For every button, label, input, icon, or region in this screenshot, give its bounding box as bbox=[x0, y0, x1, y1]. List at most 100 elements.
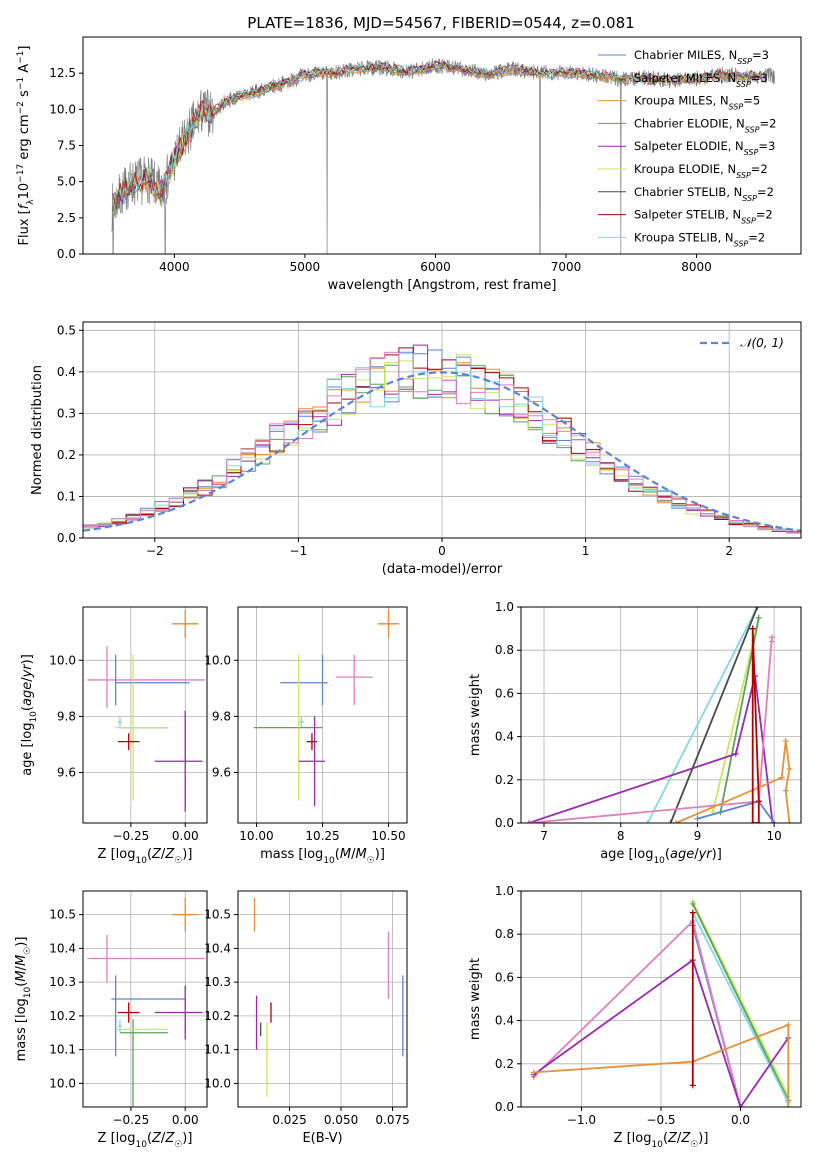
weight-point-marker bbox=[732, 750, 739, 757]
label-part: / bbox=[161, 1131, 166, 1146]
weight-point-marker bbox=[782, 737, 789, 744]
label-part: SSP bbox=[745, 125, 760, 134]
model-spectrum-line bbox=[112, 60, 763, 206]
label-part: M bbox=[14, 970, 29, 981]
y-tick-label: 0.2 bbox=[495, 1057, 514, 1071]
y-tick-label: 0.2 bbox=[495, 773, 514, 787]
weight-point-marker bbox=[754, 607, 761, 610]
error-bar-point bbox=[172, 609, 199, 638]
weight-point-marker bbox=[782, 787, 789, 794]
label-part: 10 bbox=[653, 856, 665, 866]
weight-series-line bbox=[691, 901, 790, 1097]
x-tick-label: 0.025 bbox=[272, 1113, 306, 1127]
label-part: yr bbox=[20, 663, 35, 679]
y-tick-label: 2.5 bbox=[57, 211, 76, 225]
label-part: )] bbox=[20, 654, 35, 664]
spectrum-panel: 4000 5000 6000 7000 8000 0.0 2.5 5.0 7.5 10.0 12.5… bbox=[16, 36, 802, 293]
label-part: Z bbox=[164, 1131, 175, 1146]
label-part: =3 bbox=[758, 139, 775, 153]
x-axis-label: E(B-V) bbox=[302, 1131, 342, 1146]
label-part: mass [ bbox=[260, 847, 303, 862]
label-part: )] bbox=[375, 847, 385, 862]
y-tick-label: 0.3 bbox=[57, 406, 76, 420]
x-tick-label: 9 bbox=[694, 829, 702, 843]
x-tick-label: 0.050 bbox=[324, 1113, 358, 1127]
grid bbox=[238, 891, 407, 1107]
weight-point-marker bbox=[672, 820, 679, 823]
legend-label: Chabrier ELODIE, NSSP=2 bbox=[634, 116, 776, 133]
label-part: log bbox=[20, 723, 35, 743]
label-part: SSP bbox=[729, 102, 744, 111]
label-part: Chabrier ELODIE, N bbox=[634, 116, 745, 130]
y-tick-label: 10.5 bbox=[49, 908, 76, 922]
y-tick-label: 9.6 bbox=[57, 766, 76, 780]
x-axis-label: Z [log10(Z/Z☉)] bbox=[98, 1131, 193, 1150]
model-spectrum-line bbox=[112, 60, 763, 206]
weight-point-marker bbox=[737, 1104, 744, 1107]
y-tick-label: 0.1 bbox=[57, 489, 76, 503]
weight-point-marker bbox=[689, 900, 696, 907]
x-tick-label: 5000 bbox=[290, 260, 321, 274]
plot-area bbox=[83, 344, 801, 538]
label-part: SSP bbox=[734, 239, 749, 248]
residual-histogram-step bbox=[83, 351, 801, 538]
label-part: Z bbox=[151, 847, 162, 862]
x-tick-label: 0.075 bbox=[375, 1113, 409, 1127]
weight-point-marker bbox=[768, 638, 775, 645]
label-part: / bbox=[694, 847, 699, 862]
label-part: Chabrier MILES, N bbox=[634, 48, 737, 62]
label-part: 10 bbox=[651, 1140, 663, 1150]
label-part: log bbox=[14, 998, 29, 1018]
y-tick-label: 5.0 bbox=[57, 175, 76, 189]
y-axis-label: age [log10(age/yr)] bbox=[20, 654, 39, 776]
weight-point-marker bbox=[530, 1069, 537, 1076]
label-part: ( bbox=[147, 1131, 152, 1146]
axes-frame bbox=[520, 606, 802, 824]
x-tick-label: 2 bbox=[725, 544, 733, 558]
label-part: ( bbox=[20, 706, 35, 711]
weight-point-marker bbox=[771, 820, 778, 823]
weight-point-marker bbox=[525, 820, 532, 823]
legend-label: Salpeter ELODIE, NSSP=3 bbox=[634, 139, 775, 157]
label-part: =3 bbox=[751, 71, 768, 85]
error-bar-point bbox=[117, 733, 140, 751]
y-tick-label: 1.0 bbox=[495, 884, 514, 898]
weight-point-marker bbox=[689, 909, 696, 916]
x-tick-label: 4000 bbox=[159, 260, 190, 274]
legend-label: Chabrier MILES, NSSP=3 bbox=[634, 48, 769, 66]
label-part: ( bbox=[663, 1131, 668, 1146]
label-part: ( bbox=[14, 982, 29, 987]
legend-label: Salpeter STELIB, NSSP=2 bbox=[634, 208, 773, 226]
label-part: Salpeter STELIB, N bbox=[634, 208, 741, 222]
label-part: Kroupa STELIB, N bbox=[634, 230, 734, 244]
weight-series-line bbox=[533, 958, 790, 1107]
label-part: Salpeter MILES, N bbox=[634, 71, 736, 85]
label-part: λ bbox=[26, 199, 36, 205]
label-part: =2 bbox=[751, 162, 768, 176]
y-tick-label: 10.3 bbox=[204, 975, 231, 989]
legend-label: Chabrier STELIB, NSSP=2 bbox=[634, 185, 774, 203]
error-bar-point bbox=[117, 1002, 140, 1023]
x-tick-label: −2 bbox=[146, 544, 164, 558]
label-part: ] bbox=[17, 46, 32, 51]
label-part: )] bbox=[712, 847, 722, 862]
legend-label: Kroupa ELODIE, NSSP=2 bbox=[634, 162, 768, 180]
legend-label: Kroupa MILES, NSSP=5 bbox=[634, 94, 760, 112]
legend-label: Kroupa STELIB, NSSP=2 bbox=[634, 230, 765, 248]
x-tick-label: 10.50 bbox=[371, 829, 405, 843]
label-part: M bbox=[355, 847, 366, 862]
weight-series-line bbox=[533, 1023, 790, 1107]
weight-vs-metallicity-panel: −1.0 −0.5 0.00.00.20.40.60.81.0Z [log10(Z/… bbox=[468, 884, 802, 1150]
plot-area bbox=[253, 897, 404, 1097]
x-tick-label: −0.25 bbox=[112, 1113, 149, 1127]
y-tick-label: 0.6 bbox=[495, 970, 514, 984]
label-part: log bbox=[116, 847, 136, 862]
axes-frame bbox=[82, 606, 208, 824]
label-part: erg cm bbox=[17, 114, 32, 163]
label-part: s bbox=[17, 90, 32, 101]
label-part: ( bbox=[335, 847, 340, 862]
label-part: 10 bbox=[23, 986, 33, 998]
weight-point-marker bbox=[689, 1082, 696, 1089]
error-bar-point bbox=[377, 609, 400, 638]
error-bar-point bbox=[306, 733, 318, 751]
